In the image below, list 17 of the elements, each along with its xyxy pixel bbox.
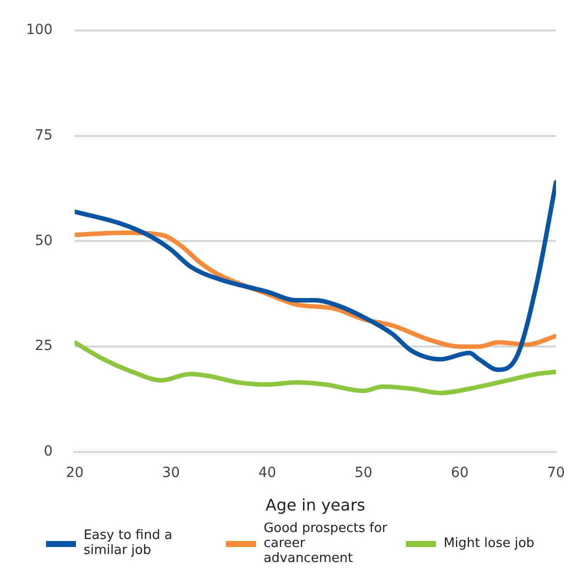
y-tick-label: 50 [34,232,53,249]
x-tick-label: 50 [354,465,372,482]
x-tick-label: 70 [547,465,565,482]
x-tick-label: 60 [450,465,469,482]
x-tick-label: 30 [162,465,180,482]
legend-label: Easy to find a similar job [84,528,174,560]
y-tick-label: 100 [26,22,53,38]
legend-label: Might lose job [444,536,534,552]
y-tick-label: 75 [34,127,53,144]
x-tick-label: 40 [258,465,276,482]
line-series [74,180,556,372]
x-axis-title: Age in years [265,496,366,515]
y-tick-label: 0 [44,444,53,460]
legend-label: Good prospects for career advancement [264,521,388,567]
line-series [74,340,556,396]
x-tick-label: 20 [66,465,84,482]
y-tick-label: 25 [34,338,53,354]
